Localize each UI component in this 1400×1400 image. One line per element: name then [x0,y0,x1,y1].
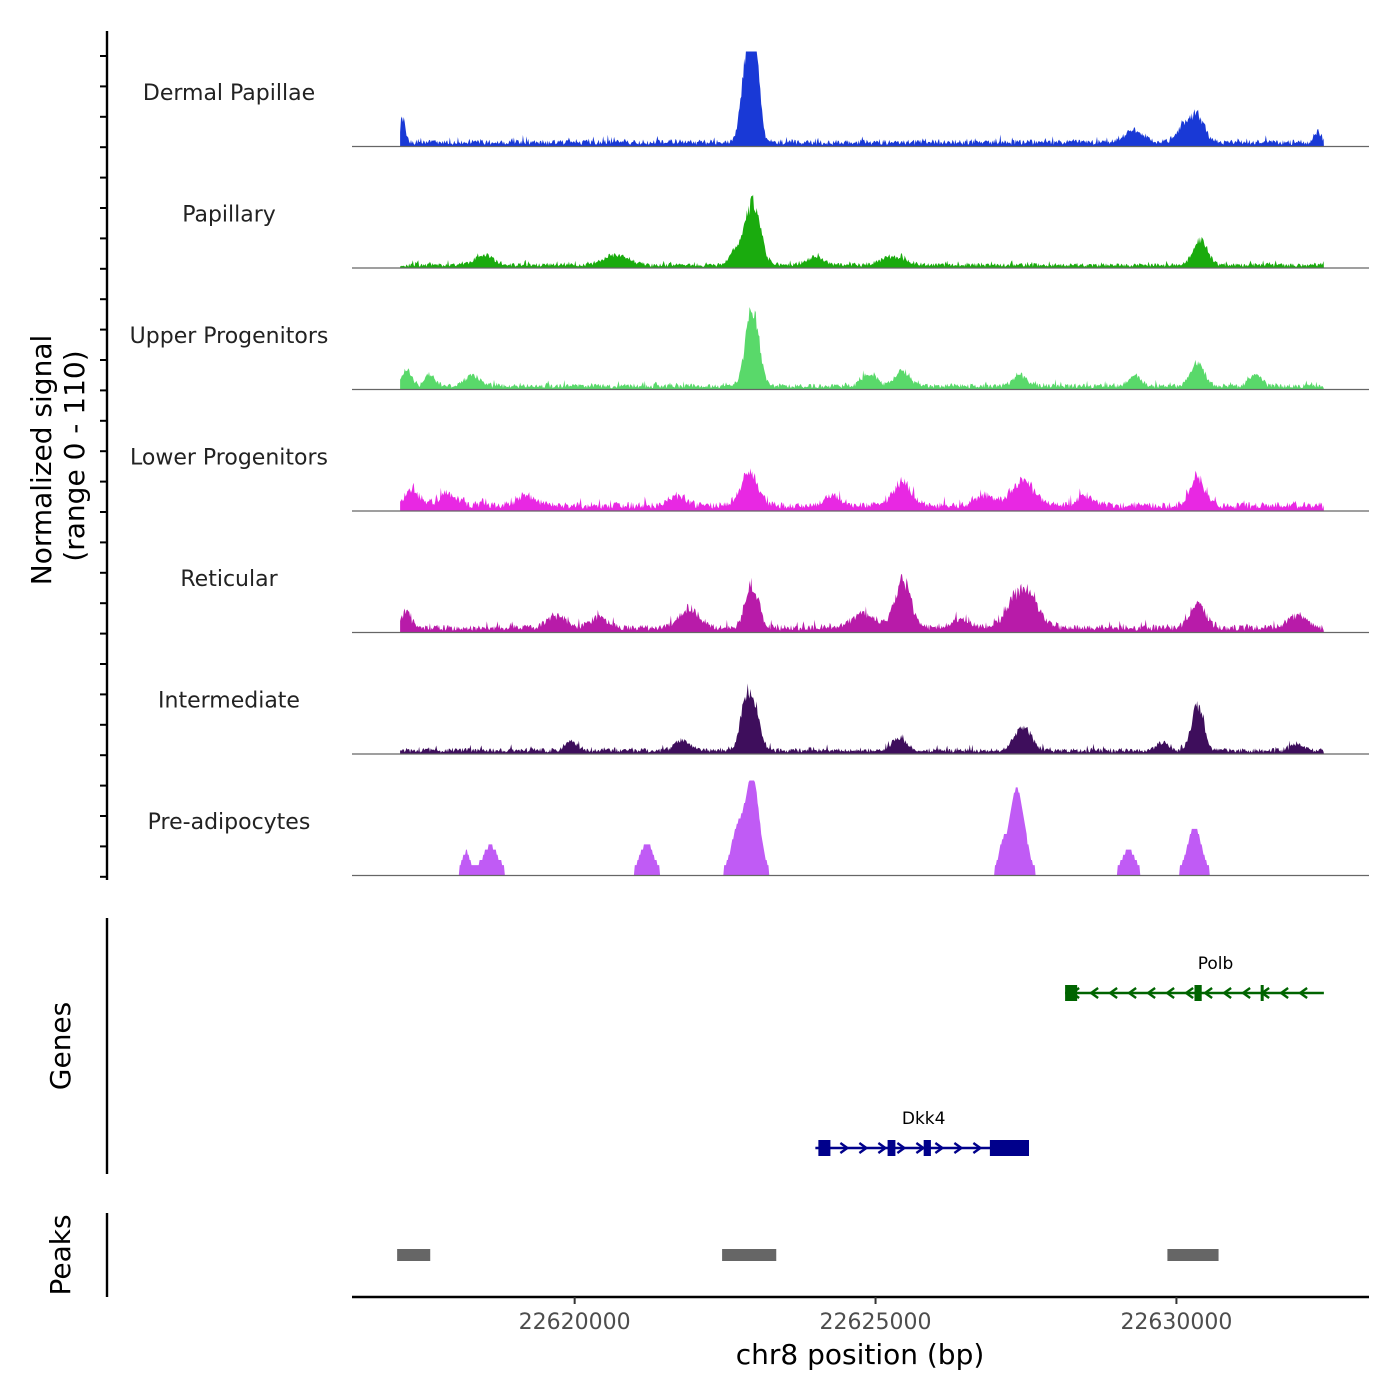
exon [923,1140,931,1156]
strand-chevron [915,1142,926,1154]
x-axis-title: chr8 position (bp) [736,1338,985,1371]
genes-track: Polb Dkk4 [815,954,1324,1156]
track-reticular: Reticular [180,567,1369,634]
strand-chevron [1203,987,1213,999]
strand-chevron [1298,987,1308,999]
track-label: Dermal Papillae [143,81,315,106]
strand-chevron [1222,987,1232,999]
coverage-tracks: Dermal Papillae Papillary Upper Progenitor… [130,51,1369,877]
strand-chevron [972,1142,983,1154]
gene-label: Dkk4 [902,1109,946,1129]
exon [818,1140,831,1156]
x-tick-label: 22630000 [1120,1310,1232,1335]
track-papillary: Papillary [182,194,1369,269]
exon [887,1140,896,1156]
strand-chevron [896,1142,907,1154]
coverage-area-intermediate [400,683,1324,754]
gene-polb: Polb [1065,954,1324,1001]
track-label: Papillary [182,203,276,228]
track-label: Reticular [180,567,278,592]
coverage-y-axis-ticks [100,55,107,878]
strand-chevron [1165,987,1175,999]
y-axis-title-group: Normalized signal (range 0 - 110) [25,335,91,586]
gene-label: Polb [1198,954,1234,974]
track-dermal-papillae: Dermal Papillae [143,51,1369,148]
track-label: Upper Progenitors [130,324,329,349]
strand-chevron [877,1142,888,1154]
peak-region [722,1249,777,1261]
exon [1260,985,1264,1001]
strand-chevron [1146,987,1156,999]
peak-region [1167,1249,1219,1261]
y-axis-title: Normalized signal [25,335,58,586]
strand-chevron [953,1142,964,1154]
coverage-area-dermal-papillae [400,51,1324,147]
strand-chevron [1184,987,1194,999]
exon [1065,985,1078,1001]
x-tick-label: 22620000 [519,1310,631,1335]
x-axis-ticks: 22620000 22625000 22630000 [519,1297,1232,1335]
y-axis-title-range: (range 0 - 110) [58,350,91,561]
coverage-area-lower-progenitors [400,468,1324,511]
coverage-area-papillary [400,194,1324,268]
peaks-track-title: Peaks [44,1214,77,1295]
track-label: Pre-adipocytes [148,810,311,835]
strand-chevron [1279,987,1289,999]
x-tick-label: 22625000 [820,1310,932,1335]
strand-chevron [1089,987,1099,999]
track-upper-progenitors: Upper Progenitors [130,307,1369,391]
strand-chevron [839,1142,850,1154]
peaks-track [397,1249,1219,1261]
strand-chevron [934,1142,945,1154]
strand-chevron [1241,987,1251,999]
peak-region [397,1249,431,1261]
track-label: Lower Progenitors [130,446,328,471]
track-label: Intermediate [158,689,300,714]
track-pre-adipocytes: Pre-adipocytes [148,780,1369,877]
gene-dkk4: Dkk4 [815,1109,1029,1156]
track-lower-progenitors: Lower Progenitors [130,446,1369,512]
exon [1194,985,1202,1001]
coverage-area-pre-adipocytes [400,780,1324,876]
strand-chevron [858,1142,869,1154]
coverage-area-reticular [400,574,1324,633]
strand-chevron [1127,987,1137,999]
coverage-area-upper-progenitors [400,307,1324,390]
genes-track-title: Genes [44,1002,77,1090]
track-intermediate: Intermediate [158,683,1369,755]
exon [989,1140,1029,1156]
strand-chevron [1108,987,1118,999]
